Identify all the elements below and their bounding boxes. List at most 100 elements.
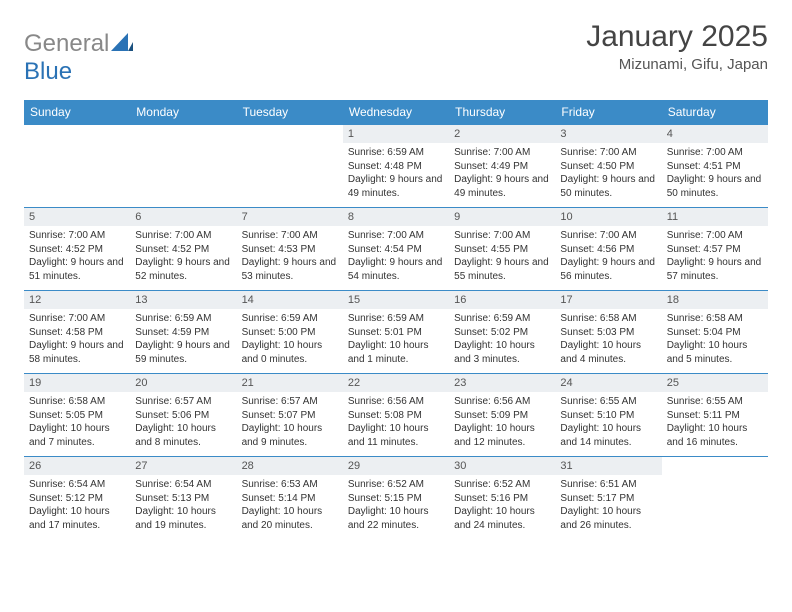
day-details bbox=[24, 146, 130, 150]
calendar-week-row: 12Sunrise: 7:00 AMSunset: 4:58 PMDayligh… bbox=[24, 290, 768, 373]
calendar-day-cell: 21Sunrise: 6:57 AMSunset: 5:07 PMDayligh… bbox=[237, 374, 343, 456]
day-number: 14 bbox=[237, 291, 343, 309]
sunrise-text: Sunrise: 7:00 AM bbox=[241, 229, 339, 243]
calendar-day-cell: 27Sunrise: 6:54 AMSunset: 5:13 PMDayligh… bbox=[130, 457, 236, 539]
daylight-text: Daylight: 10 hours and 7 minutes. bbox=[28, 422, 126, 449]
day-number: 8 bbox=[343, 208, 449, 226]
day-details: Sunrise: 7:00 AMSunset: 4:55 PMDaylight:… bbox=[449, 229, 555, 287]
day-details: Sunrise: 7:00 AMSunset: 4:56 PMDaylight:… bbox=[555, 229, 661, 287]
sail-icon bbox=[111, 30, 133, 58]
sunrise-text: Sunrise: 6:59 AM bbox=[347, 146, 445, 160]
daylight-text: Daylight: 9 hours and 50 minutes. bbox=[666, 173, 764, 200]
brand-part2: Blue bbox=[24, 58, 72, 85]
daylight-text: Daylight: 10 hours and 14 minutes. bbox=[559, 422, 657, 449]
day-details: Sunrise: 6:58 AMSunset: 5:05 PMDaylight:… bbox=[24, 395, 130, 453]
calendar-day-cell: 1Sunrise: 6:59 AMSunset: 4:48 PMDaylight… bbox=[343, 125, 449, 207]
day-details: Sunrise: 7:00 AMSunset: 4:52 PMDaylight:… bbox=[24, 229, 130, 287]
weekday-header-row: Sunday Monday Tuesday Wednesday Thursday… bbox=[24, 100, 768, 124]
sunrise-text: Sunrise: 6:52 AM bbox=[453, 478, 551, 492]
day-details: Sunrise: 6:59 AMSunset: 5:02 PMDaylight:… bbox=[449, 312, 555, 370]
calendar-day-cell: 13Sunrise: 6:59 AMSunset: 4:59 PMDayligh… bbox=[130, 291, 236, 373]
sunrise-text: Sunrise: 6:55 AM bbox=[666, 395, 764, 409]
page-header: GeneralBlue January 2025 Mizunami, Gifu,… bbox=[24, 20, 768, 86]
day-details: Sunrise: 6:59 AMSunset: 4:48 PMDaylight:… bbox=[343, 146, 449, 204]
sunrise-text: Sunrise: 6:55 AM bbox=[559, 395, 657, 409]
sunrise-text: Sunrise: 7:00 AM bbox=[347, 229, 445, 243]
sunrise-text: Sunrise: 7:00 AM bbox=[28, 312, 126, 326]
sunrise-text: Sunrise: 7:00 AM bbox=[559, 229, 657, 243]
day-number: 26 bbox=[24, 457, 130, 475]
calendar-page: GeneralBlue January 2025 Mizunami, Gifu,… bbox=[0, 0, 792, 559]
calendar-day-cell: 16 Sunrise: 6:59 AMSunset: 5:02 PMDayligh… bbox=[449, 291, 555, 373]
day-number: 12 bbox=[24, 291, 130, 309]
sunset-text: Sunset: 4:57 PM bbox=[666, 243, 764, 257]
day-details: Sunrise: 6:52 AMSunset: 5:16 PMDaylight:… bbox=[449, 478, 555, 536]
sunset-text: Sunset: 5:12 PM bbox=[28, 492, 126, 506]
sunrise-text: Sunrise: 6:52 AM bbox=[347, 478, 445, 492]
daylight-text: Daylight: 10 hours and 22 minutes. bbox=[347, 505, 445, 532]
daylight-text: Daylight: 10 hours and 4 minutes. bbox=[559, 339, 657, 366]
month-title: January 2025 bbox=[586, 20, 768, 54]
day-number: 24 bbox=[555, 374, 661, 392]
day-details: Sunrise: 6:54 AMSunset: 5:12 PMDaylight:… bbox=[24, 478, 130, 536]
sunset-text: Sunset: 5:06 PM bbox=[134, 409, 232, 423]
day-details: Sunrise: 7:00 AMSunset: 4:51 PMDaylight:… bbox=[662, 146, 768, 204]
calendar-day-cell: 18Sunrise: 6:58 AMSunset: 5:04 PMDayligh… bbox=[662, 291, 768, 373]
calendar-day-cell bbox=[130, 125, 236, 207]
calendar-day-cell: 12Sunrise: 7:00 AMSunset: 4:58 PMDayligh… bbox=[24, 291, 130, 373]
daylight-text: Daylight: 9 hours and 59 minutes. bbox=[134, 339, 232, 366]
day-number: 6 bbox=[130, 208, 236, 226]
calendar-day-cell: 25 Sunrise: 6:55 AMSunset: 5:11 PMDayligh… bbox=[662, 374, 768, 456]
calendar-day-cell: 28Sunrise: 6:53 AMSunset: 5:14 PMDayligh… bbox=[237, 457, 343, 539]
sunset-text: Sunset: 5:10 PM bbox=[559, 409, 657, 423]
weekday-header: Tuesday bbox=[237, 100, 343, 124]
sunset-text: Sunset: 5:11 PM bbox=[666, 409, 764, 423]
calendar-day-cell: 24 Sunrise: 6:55 AMSunset: 5:10 PMDayligh… bbox=[555, 374, 661, 456]
sunset-text: Sunset: 5:04 PM bbox=[666, 326, 764, 340]
calendar-day-cell: 3Sunrise: 7:00 AMSunset: 4:50 PMDaylight… bbox=[555, 125, 661, 207]
calendar-day-cell: 20Sunrise: 6:57 AMSunset: 5:06 PMDayligh… bbox=[130, 374, 236, 456]
sunrise-text: Sunrise: 6:59 AM bbox=[134, 312, 232, 326]
sunset-text: Sunset: 4:52 PM bbox=[134, 243, 232, 257]
sunrise-text: Sunrise: 6:59 AM bbox=[241, 312, 339, 326]
sunset-text: Sunset: 4:55 PM bbox=[453, 243, 551, 257]
daylight-text: Daylight: 9 hours and 51 minutes. bbox=[28, 256, 126, 283]
calendar-day-cell: 7Sunrise: 7:00 AMSunset: 4:53 PMDaylight… bbox=[237, 208, 343, 290]
daylight-text: Daylight: 10 hours and 0 minutes. bbox=[241, 339, 339, 366]
calendar-week-row: 5Sunrise: 7:00 AMSunset: 4:52 PMDaylight… bbox=[24, 207, 768, 290]
day-number: 2 bbox=[449, 125, 555, 143]
day-details: Sunrise: 6:55 AMSunset: 5:11 PMDaylight:… bbox=[662, 395, 768, 453]
day-number: 15 bbox=[343, 291, 449, 309]
day-details: Sunrise: 7:00 AMSunset: 4:52 PMDaylight:… bbox=[130, 229, 236, 287]
daylight-text: Daylight: 10 hours and 26 minutes. bbox=[559, 505, 657, 532]
day-number: 18 bbox=[662, 291, 768, 309]
daylight-text: Daylight: 10 hours and 19 minutes. bbox=[134, 505, 232, 532]
weekday-header: Thursday bbox=[449, 100, 555, 124]
day-details: Sunrise: 7:00 AMSunset: 4:53 PMDaylight:… bbox=[237, 229, 343, 287]
weekday-header: Friday bbox=[555, 100, 661, 124]
weekday-header: Wednesday bbox=[343, 100, 449, 124]
calendar-day-cell: 5Sunrise: 7:00 AMSunset: 4:52 PMDaylight… bbox=[24, 208, 130, 290]
sunrise-text: Sunrise: 6:58 AM bbox=[666, 312, 764, 326]
calendar-day-cell: 10 Sunrise: 7:00 AMSunset: 4:56 PMDayligh… bbox=[555, 208, 661, 290]
daylight-text: Daylight: 9 hours and 53 minutes. bbox=[241, 256, 339, 283]
sunrise-text: Sunrise: 6:57 AM bbox=[134, 395, 232, 409]
weekday-header: Monday bbox=[130, 100, 236, 124]
daylight-text: Daylight: 10 hours and 11 minutes. bbox=[347, 422, 445, 449]
day-number: 11 bbox=[662, 208, 768, 226]
sunrise-text: Sunrise: 6:56 AM bbox=[453, 395, 551, 409]
sunset-text: Sunset: 5:03 PM bbox=[559, 326, 657, 340]
day-number: 16 bbox=[449, 291, 555, 309]
day-details: Sunrise: 6:59 AMSunset: 5:01 PMDaylight:… bbox=[343, 312, 449, 370]
calendar-grid: Sunday Monday Tuesday Wednesday Thursday… bbox=[24, 100, 768, 539]
day-details: Sunrise: 6:53 AMSunset: 5:14 PMDaylight:… bbox=[237, 478, 343, 536]
daylight-text: Daylight: 10 hours and 17 minutes. bbox=[28, 505, 126, 532]
day-number: 10 bbox=[555, 208, 661, 226]
calendar-day-cell: 4Sunrise: 7:00 AMSunset: 4:51 PMDaylight… bbox=[662, 125, 768, 207]
calendar-week-row: 1Sunrise: 6:59 AMSunset: 4:48 PMDaylight… bbox=[24, 124, 768, 207]
calendar-day-cell bbox=[237, 125, 343, 207]
sunset-text: Sunset: 4:50 PM bbox=[559, 160, 657, 174]
day-number: 30 bbox=[449, 457, 555, 475]
day-details: Sunrise: 6:59 AMSunset: 5:00 PMDaylight:… bbox=[237, 312, 343, 370]
day-number: 25 bbox=[662, 374, 768, 392]
